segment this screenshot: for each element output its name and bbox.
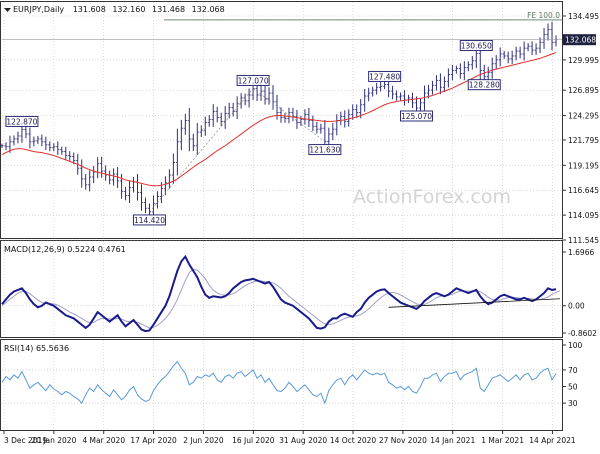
x-tick-label: 3 Dec 2019	[4, 436, 47, 445]
price-series	[0, 21, 558, 220]
level-label: 114.420	[134, 216, 165, 225]
price-y-tick-label: 126.895	[568, 86, 599, 95]
macd-line	[1, 254, 557, 333]
x-tick-label: 20 Jan 2020	[31, 436, 76, 445]
price-y-tick-label: 119.195	[568, 161, 599, 170]
last-price-label: 132.068	[565, 36, 596, 45]
level-label: 122.870	[6, 117, 37, 126]
rsi-header: RSI(14) 65.5636	[4, 344, 69, 353]
watermark: ActionForex.com	[353, 186, 511, 208]
high-value: 132.160	[112, 5, 145, 14]
low-value: 131.468	[152, 5, 185, 14]
level-box	[5, 115, 39, 127]
price-y-axis: 134.495 129.995 126.895 124.295 121.795 119.1…	[562, 12, 599, 245]
fe-level: FE 100.0	[164, 11, 562, 21]
price-y-tick-label: 129.995	[568, 56, 599, 65]
rsi-y-axis: 100 70 50 30	[562, 341, 583, 408]
rsi-line	[1, 360, 557, 405]
level-label: 127.480	[369, 72, 400, 81]
macd-series	[1, 254, 561, 333]
macd-panel-frame	[0, 240, 563, 338]
svg-text:EURJPY,Daily 131.608: EURJPY,Daily 131.608 132.160 131.468 132…	[13, 5, 225, 14]
x-tick-label: 14 Apr 2021	[529, 436, 576, 445]
x-tick-label: 16 Jul 2020	[232, 436, 275, 445]
sma-line	[1, 52, 557, 187]
last-price-marker: 132.068	[2, 34, 596, 46]
level-label: 130.650	[461, 42, 492, 51]
symbol-label: EURJPY,Daily	[13, 5, 64, 14]
rsi-y-tick-label: 50	[568, 383, 578, 392]
price-y-tick-label: 134.495	[568, 12, 599, 21]
close-value: 132.068	[192, 5, 225, 14]
rsi-y-tick-label: 70	[568, 366, 578, 375]
fe-level-label: FE 100.0	[527, 11, 560, 20]
level-label: 121.630	[309, 146, 340, 155]
price-y-tick-label: 114.095	[568, 211, 599, 220]
x-tick-label: 31 Aug 2020	[279, 436, 327, 445]
macd-y-tick-label: -0.8602	[568, 329, 597, 338]
level-label: 128.280	[469, 81, 500, 90]
macd-y-axis: 1.6966 0.00 -0.8602	[562, 248, 597, 338]
level-box	[132, 214, 166, 226]
x-tick-label: 1 Mar 2021	[481, 436, 524, 445]
swing-dotted-line	[149, 88, 254, 213]
macd-header: MACD(12,26,9) 0.5224 0.4761	[4, 245, 126, 254]
level-box	[236, 74, 270, 86]
price-header: EURJPY,Daily 131.608 132.160 131.468 132…	[4, 5, 225, 14]
level-box	[308, 144, 342, 156]
macd-signal-line	[1, 268, 561, 329]
open-value: 131.608	[73, 5, 106, 14]
sma-series	[1, 52, 557, 187]
price-y-tick-label: 121.795	[568, 136, 599, 145]
price-annotations: 122.870 114.420 127.070 121.630 127.480 125.0…	[5, 40, 501, 226]
price-panel-frame	[0, 1, 563, 239]
x-tick-label: 4 Mar 2020	[82, 436, 125, 445]
x-tick-label: 14 Oct 2020	[330, 436, 377, 445]
level-box	[459, 40, 493, 52]
rsi-grid	[2, 340, 562, 430]
x-tick-label: 14 Jan 2021	[430, 436, 475, 445]
level-box	[400, 110, 434, 122]
swing-dotted-line	[252, 88, 326, 142]
rsi-panel-frame	[0, 339, 563, 431]
level-box	[368, 70, 402, 82]
macd-trendline	[388, 298, 561, 308]
rsi-series	[1, 360, 557, 405]
x-tick-label: 2 Jun 2020	[183, 436, 224, 445]
last-price-box	[563, 34, 596, 46]
macd-y-tick-label: 1.6966	[568, 248, 594, 257]
level-label: 125.070	[401, 112, 432, 121]
level-label: 127.070	[238, 76, 269, 85]
rsi-y-tick-label: 100	[568, 341, 583, 350]
macd-grid	[2, 241, 562, 337]
x-tick-label: 27 Nov 2020	[379, 436, 427, 445]
price-y-tick-label: 116.645	[568, 186, 599, 195]
price-y-tick-label: 124.295	[568, 112, 599, 121]
price-y-tick-label: 111.545	[568, 236, 599, 245]
macd-y-tick-label: 0.00	[568, 302, 585, 311]
x-tick-label: 17 Apr 2020	[130, 436, 177, 445]
level-box	[467, 79, 501, 91]
dropdown-triangle-icon[interactable]	[4, 8, 11, 12]
rsi-y-tick-label: 30	[568, 399, 578, 408]
